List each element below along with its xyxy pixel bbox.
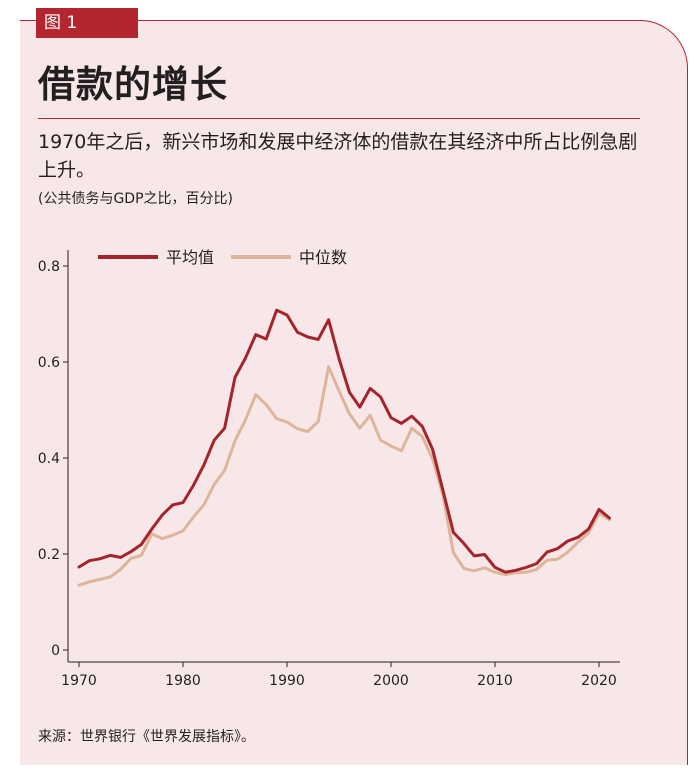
chart-legend: 平均值 中位数 — [98, 248, 347, 267]
y-tick-label: 0.8 — [38, 259, 60, 275]
y-tick-label: 0 — [51, 643, 60, 659]
x-tick-label: 2020 — [581, 673, 617, 689]
chart-lines — [77, 308, 611, 587]
series-line-mean — [77, 308, 611, 574]
chart-subtitle: 1970年之后，新兴市场和发展中经济体的借款在其经济中所占比例急剧上升。 — [38, 131, 638, 181]
y-tick-label: 0.6 — [38, 355, 60, 371]
figure-label: 图 1 — [36, 8, 138, 38]
figure-panel — [20, 20, 688, 765]
x-tick-label: 1990 — [269, 673, 305, 689]
x-tick-label: 1970 — [61, 673, 97, 689]
unit-note: (公共债务与GDP之比，百分比) — [38, 191, 233, 207]
x-tick-label: 1980 — [165, 673, 201, 689]
title-divider — [38, 118, 640, 119]
y-tick-label: 0.4 — [38, 451, 60, 467]
chart-title: 借款的增长 — [38, 63, 228, 106]
legend-label-median: 中位数 — [299, 248, 347, 267]
source-note: 来源：世界银行《世界发展指标》。 — [38, 729, 255, 745]
chart-axes: 0 0.2 0.4 0.6 0.8 1970 1980 1990 2000 2010 2020 — [38, 250, 620, 689]
x-tick-label: 2000 — [373, 673, 409, 689]
series-line-median — [77, 365, 611, 587]
y-tick-label: 0.2 — [38, 547, 60, 563]
legend-label-mean: 平均值 — [166, 248, 214, 267]
x-tick-label: 2010 — [477, 673, 513, 689]
